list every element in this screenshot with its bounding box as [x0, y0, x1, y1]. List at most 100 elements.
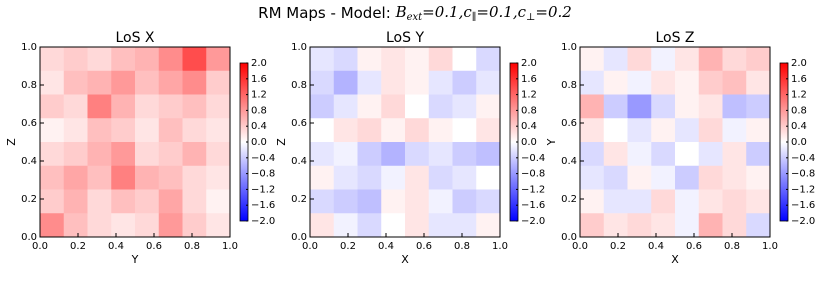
colorbar-tick-label: −1.6	[791, 200, 815, 211]
y-tick-label: 0.0	[561, 232, 577, 243]
heatmap-cell	[428, 94, 453, 119]
heatmap-cell	[603, 118, 628, 143]
heatmap-cell	[182, 142, 207, 167]
heatmap-cell	[158, 213, 183, 238]
heatmap-cell	[158, 165, 183, 190]
heatmap-cell	[651, 165, 676, 190]
y-tick-label: 0.8	[291, 80, 307, 91]
heatmap-cell	[310, 165, 335, 190]
heatmap-cell	[135, 213, 160, 238]
y-axis-label: Z	[275, 138, 288, 146]
x-tick-label: 0.0	[572, 241, 588, 252]
heatmap-cell	[357, 213, 382, 238]
x-axis-label: Y	[131, 253, 139, 266]
heatmap-cell	[627, 70, 652, 95]
heatmap-cell	[746, 142, 771, 167]
heatmap-cell	[63, 165, 88, 190]
heatmap-cell	[746, 213, 771, 238]
heatmap-cell	[698, 142, 723, 167]
heatmap-cell	[40, 94, 65, 119]
heatmap-cell	[476, 118, 501, 143]
heatmap-cell	[63, 189, 88, 214]
x-axis-label: X	[401, 253, 409, 266]
y-tick-label: 1.0	[561, 42, 577, 53]
heatmap-cell	[722, 47, 747, 72]
x-tick-label: 0.6	[146, 241, 162, 252]
heatmap-cell	[476, 94, 501, 119]
heatmap-cell	[333, 213, 358, 238]
colorbar-tick-label: −1.6	[521, 200, 545, 211]
heatmap-cell	[310, 70, 335, 95]
heatmap-cell	[111, 165, 136, 190]
math-value: =0.2	[535, 3, 571, 21]
heatmap-cell	[63, 94, 88, 119]
x-tick-label: 0.6	[686, 241, 702, 252]
heatmap-cell	[111, 47, 136, 72]
heatmap-cell	[675, 94, 700, 119]
x-tick-label: 1.0	[762, 241, 778, 252]
colorbar-tick-label: −1.2	[791, 184, 815, 195]
heatmap-cell	[63, 47, 88, 72]
heatmap-cell	[111, 118, 136, 143]
x-tick-label: 0.2	[340, 241, 356, 252]
colorbar-tick-label: −0.4	[521, 153, 545, 164]
colorbar-tick-label: −1.6	[251, 200, 275, 211]
y-tick-label: 0.0	[21, 232, 37, 243]
y-tick-label: 0.8	[561, 80, 577, 91]
heatmap-cell	[603, 142, 628, 167]
heatmap-cell	[357, 47, 382, 72]
heatmap-cell	[405, 47, 430, 72]
heatmap-cell	[603, 70, 628, 95]
heatmap-cell	[182, 94, 207, 119]
heatmap-cell	[452, 47, 477, 72]
heatmap-cell	[627, 142, 652, 167]
heatmap-cell	[158, 118, 183, 143]
heatmap-cell	[40, 165, 65, 190]
math-subscript: ∥	[472, 11, 477, 23]
x-tick-label: 0.2	[610, 241, 626, 252]
plot-frame	[39, 46, 231, 238]
x-tick-label: 0.6	[416, 241, 432, 252]
heatmap-cell	[580, 142, 605, 167]
colorbar-tick-label: −1.2	[251, 184, 275, 195]
heatmap-cell	[722, 118, 747, 143]
heatmap-cell	[381, 142, 406, 167]
heatmap-cell	[452, 70, 477, 95]
heatmap-cell	[381, 94, 406, 119]
heatmap-cell	[135, 70, 160, 95]
heatmap-cell	[580, 189, 605, 214]
heatmap-cell	[405, 213, 430, 238]
heatmap-cell	[722, 70, 747, 95]
colorbar-tick-label: 0.0	[521, 137, 537, 148]
heatmap-cell	[746, 165, 771, 190]
heatmap-cell	[580, 94, 605, 119]
heatmap-cell	[63, 142, 88, 167]
heatmap-cell	[135, 189, 160, 214]
heatmap-cell	[428, 213, 453, 238]
heatmap-cell	[405, 165, 430, 190]
heatmap-cell	[333, 70, 358, 95]
heatmap-cell	[206, 213, 231, 238]
plot-frame	[579, 46, 771, 238]
heatmap-cell	[381, 165, 406, 190]
heatmap-cell	[675, 142, 700, 167]
heatmap-cell	[158, 142, 183, 167]
heatmap-cell	[381, 70, 406, 95]
heatmap-cell	[651, 47, 676, 72]
heatmap-cell	[87, 165, 112, 190]
heatmap-cell	[428, 165, 453, 190]
colorbar-tick-label: −0.8	[791, 169, 815, 180]
heatmap-cell	[40, 118, 65, 143]
x-tick-label: 0.0	[32, 241, 48, 252]
plot-frame	[309, 46, 501, 238]
heatmap-cell	[333, 118, 358, 143]
colorbar-tick-label: 1.2	[791, 90, 807, 101]
heatmap-cell	[580, 118, 605, 143]
x-tick-label: 0.4	[648, 241, 664, 252]
heatmap-cell	[206, 142, 231, 167]
heatmap-cell	[135, 142, 160, 167]
heatmap-cell	[627, 94, 652, 119]
heatmap-cell	[627, 165, 652, 190]
